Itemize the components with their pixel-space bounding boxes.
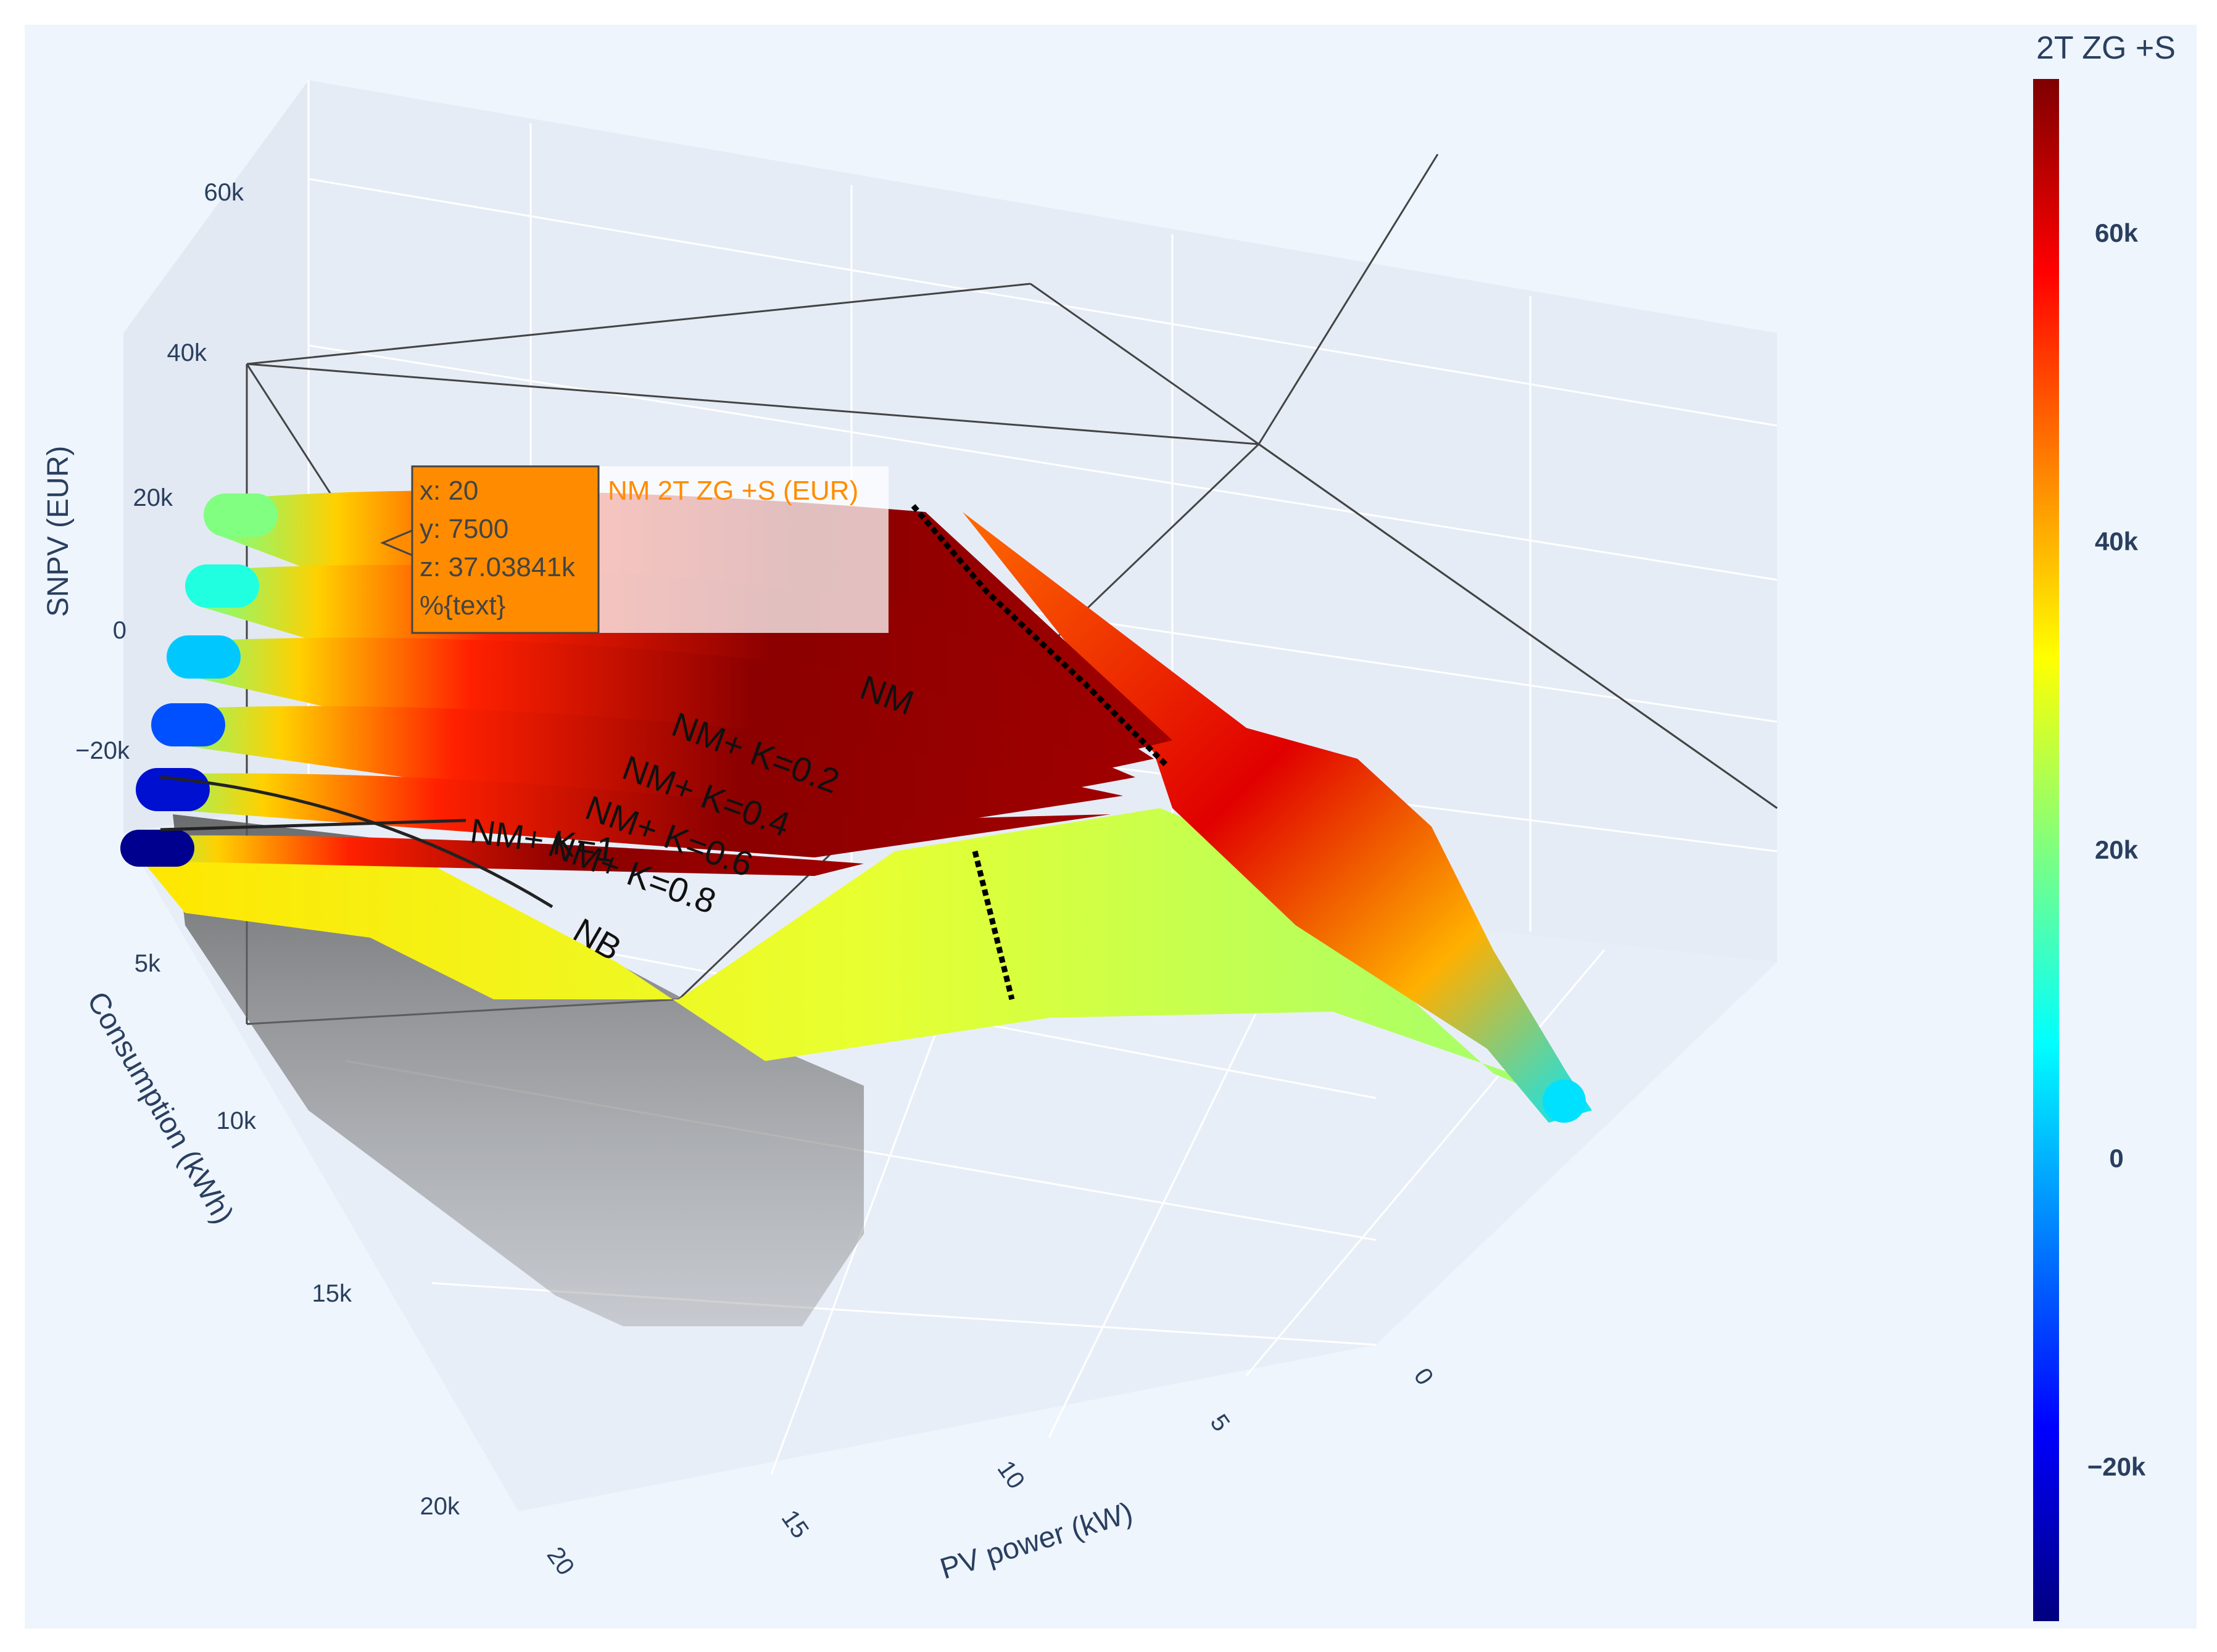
cap-k1: [120, 830, 194, 867]
y-axis-ticks: 5k 10k 15k 20k: [135, 950, 460, 1520]
hover-line-x: x: 20: [420, 476, 478, 506]
colorbar-ticks: 60k 40k 20k 0 −20k: [2087, 218, 2146, 1481]
colorbar-tick-label: 40k: [2095, 527, 2139, 556]
z-tick-label: 0: [113, 617, 126, 644]
y-tick-label: 10k: [217, 1107, 257, 1134]
y-tick-label: 15k: [312, 1280, 352, 1307]
y-tick-label: 20k: [420, 1493, 460, 1520]
band-k06: [167, 706, 1123, 839]
colorbar-tick-label: 0: [2109, 1144, 2123, 1173]
hover-line-y: y: 7500: [420, 514, 508, 544]
surface-lower: [130, 808, 1580, 1110]
colorbar-title: 2T ZG +S: [2036, 30, 2176, 66]
y-tick-label: 5k: [135, 950, 161, 977]
band-k08: [148, 773, 1111, 857]
cap-k08: [136, 768, 210, 811]
cap-k06: [151, 703, 225, 746]
z-axis-title: SNPV (EUR): [42, 446, 75, 617]
ridge-upper: [911, 504, 1169, 767]
colorbar-ramp: [2033, 79, 2059, 1621]
cap-k02: [185, 564, 259, 608]
ridge-lines: [911, 504, 1169, 1001]
surface-right: [963, 512, 1592, 1123]
colorbar-tick-label: −20k: [2087, 1452, 2146, 1481]
band-k1: [130, 835, 864, 876]
cap-nm: [204, 494, 278, 537]
hover-name-box: [592, 466, 889, 633]
annotation-lines: [160, 775, 553, 909]
colorbar: 2T ZG +S 60k 40k 20k 0 −20k: [2033, 30, 2176, 1621]
hover-arrow: [380, 529, 413, 557]
nb-curve: [160, 775, 553, 909]
z-tick-label: 40k: [167, 339, 207, 366]
hover-tooltip: x: 20 y: 7500 z: 37.03841k %{text} NM 2T…: [380, 465, 889, 634]
z-tick-label: 20k: [133, 484, 173, 511]
z-axis-ticks: 60k 40k 20k 0 −20k: [75, 179, 244, 764]
colorbar-tick-label: 60k: [2095, 218, 2139, 247]
ridge-lower: [972, 850, 1015, 1001]
hover-line-z: z: 37.03841k: [420, 552, 576, 582]
shadow-volume: [173, 814, 864, 1326]
z-tick-label: 60k: [204, 179, 244, 206]
cyan-tip: [1543, 1080, 1586, 1123]
z-tick-label: −20k: [75, 737, 130, 764]
colorbar-tick-label: 20k: [2095, 835, 2139, 864]
hover-trace-name: NM 2T ZG +S (EUR): [608, 476, 858, 506]
hover-line-text: %{text}: [420, 590, 505, 621]
cap-k04: [167, 635, 241, 679]
k1-pointer: [160, 819, 466, 832]
